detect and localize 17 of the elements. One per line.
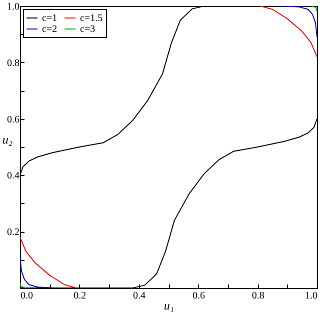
x-tick-label: 1.0 (305, 290, 318, 302)
y-tick-label: 0.4 (7, 170, 20, 182)
x-tick-label: 0.0 (20, 290, 33, 302)
x-tick-label: 0.6 (192, 290, 205, 302)
x-tick-label: 0.8 (252, 290, 264, 302)
y-tick-label: 1.0 (7, 2, 20, 12)
y-tick-label: 0.8 (7, 58, 20, 69)
x-tick-label: 0.2 (74, 290, 86, 302)
legend-label: c=1.5 (80, 13, 103, 24)
x-axis-title: u₁ (164, 298, 174, 312)
y-tick-label: 0.6 (7, 114, 20, 126)
legend-label: c=2 (42, 24, 58, 35)
x-tick-label: 0.4 (133, 290, 146, 302)
y-tick-label: 0.2 (7, 227, 20, 238)
y-axis-title: u₂ (2, 132, 13, 146)
legend-label: c=3 (80, 24, 96, 35)
legend-label: c=1 (42, 13, 58, 24)
